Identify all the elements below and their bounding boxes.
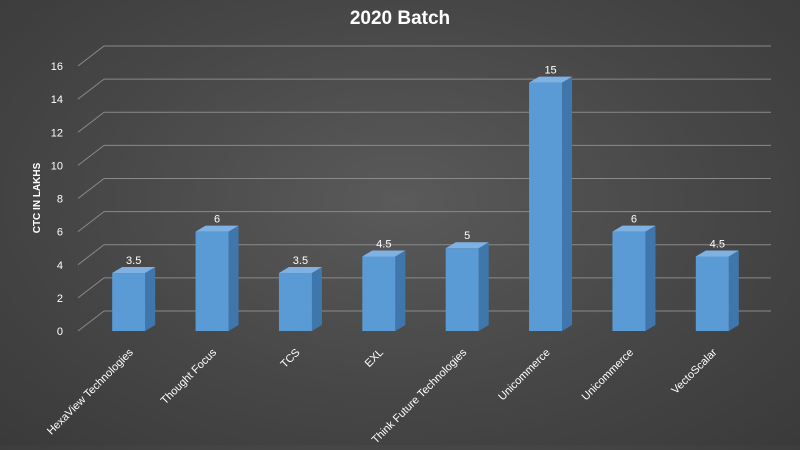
bar — [529, 76, 573, 331]
bars — [112, 76, 739, 331]
data-labels: 3.5 6 3.5 4.5 5 15 6 4.5 — [126, 65, 725, 267]
bar-side — [728, 250, 739, 331]
y-tick-label: 2 — [57, 293, 63, 305]
data-label: 15 — [544, 65, 556, 77]
x-tick-label: Unicommerce — [496, 347, 552, 403]
bar-front — [695, 256, 729, 331]
bar-front — [112, 273, 146, 331]
bar-top — [529, 76, 573, 83]
data-label: 6 — [631, 214, 637, 226]
x-tick-label: Unicommerce — [580, 347, 636, 403]
y-axis-ticks: 0 2 4 6 8 10 12 14 16 — [51, 61, 63, 338]
bar — [612, 225, 656, 331]
y-axis-label: CTC IN LAKHS — [32, 162, 43, 233]
data-label: 6 — [214, 214, 220, 226]
bar-front — [445, 248, 479, 331]
bar — [445, 242, 489, 331]
bar-front — [362, 256, 396, 331]
bar-side — [395, 250, 406, 331]
bar-side — [645, 225, 656, 331]
gridline-diagonal — [77, 277, 105, 299]
y-tick-label: 6 — [57, 227, 63, 239]
bar-side — [562, 76, 573, 331]
bar-front — [612, 231, 646, 331]
bar-front — [195, 231, 229, 331]
bar-top — [195, 225, 239, 232]
y-tick-label: 12 — [51, 127, 63, 139]
bar-side — [145, 267, 156, 331]
gridline-diagonal — [77, 244, 105, 266]
x-axis-ticks: HexaView Technologies Thought Focus TCS EXL… — [45, 346, 720, 446]
y-tick-label: 14 — [51, 94, 63, 106]
x-tick-label: HexaView Technologies — [45, 346, 136, 437]
bar-top — [612, 225, 656, 232]
bar-front — [278, 273, 312, 331]
x-tick-label: VectoScalar — [669, 346, 719, 396]
gridline-diagonal — [77, 178, 105, 199]
bar — [362, 250, 406, 331]
bar-top — [445, 242, 489, 249]
bar — [695, 250, 739, 331]
gridline-diagonal — [77, 211, 105, 233]
y-tick-label: 0 — [57, 326, 63, 338]
data-label: 4.5 — [710, 238, 725, 250]
gridline-diagonal — [77, 45, 105, 67]
gridline-diagonal — [77, 144, 105, 166]
data-label: 4.5 — [376, 238, 391, 250]
chart-title: 2020 Batch — [350, 8, 450, 29]
data-label: 3.5 — [293, 255, 308, 267]
x-tick-label: EXL — [363, 347, 386, 370]
y-tick-label: 16 — [51, 61, 63, 73]
gridline-diagonal — [77, 310, 105, 332]
bar-side — [311, 267, 322, 331]
bar-top — [112, 267, 156, 274]
bar — [278, 267, 322, 331]
bar — [112, 267, 156, 331]
y-tick-label: 10 — [51, 160, 63, 172]
gridline-diagonal — [77, 78, 105, 100]
y-tick-label: 4 — [57, 260, 63, 272]
bar-top — [278, 267, 322, 274]
gridline-diagonal — [77, 111, 105, 133]
bar-front — [529, 82, 563, 331]
y-tick-label: 8 — [57, 194, 63, 206]
data-label: 5 — [464, 230, 470, 242]
data-label: 3.5 — [126, 255, 141, 267]
bar-side — [478, 242, 489, 331]
x-tick-label: Thought Focus — [159, 346, 220, 407]
x-tick-label: TCS — [279, 347, 303, 371]
bar — [195, 225, 239, 331]
bar-side — [228, 225, 239, 331]
bar-top — [362, 250, 406, 257]
x-tick-label: Think Future Technologies — [370, 346, 470, 445]
gridlines — [77, 45, 771, 332]
bar-top — [695, 250, 739, 257]
